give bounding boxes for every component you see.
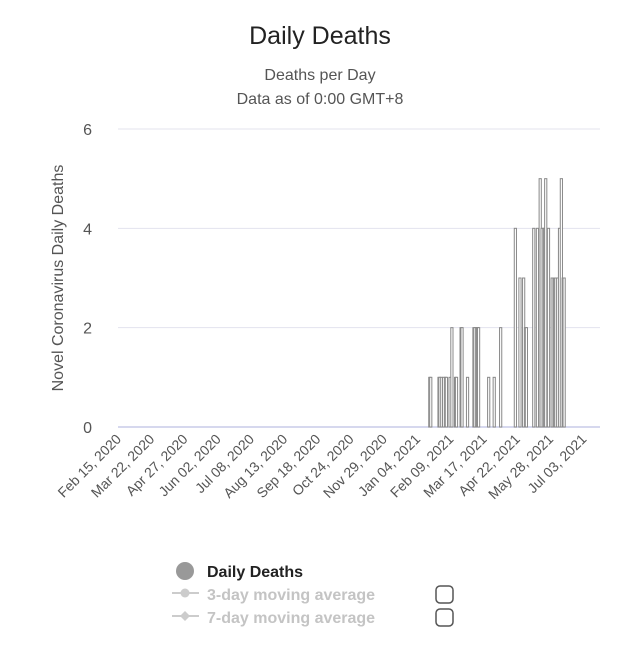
y-axis-ticks: 0 2 4 6 bbox=[83, 122, 92, 437]
legend-item[interactable]: 3-day moving average bbox=[172, 585, 454, 604]
bar[interactable] bbox=[532, 227, 536, 428]
y-tick-label: 4 bbox=[83, 221, 92, 238]
bar[interactable] bbox=[460, 327, 464, 428]
bar[interactable] bbox=[499, 327, 503, 428]
bar[interactable] bbox=[535, 227, 540, 428]
bar[interactable] bbox=[518, 277, 522, 428]
bar[interactable] bbox=[513, 227, 517, 428]
legend-label: Daily Deaths bbox=[207, 564, 303, 581]
legend-item[interactable]: 7-day moving average bbox=[172, 608, 454, 627]
bar[interactable] bbox=[429, 376, 433, 428]
legend-marker-dot bbox=[180, 588, 190, 598]
legend: Daily Deaths 3-day moving average 7-day mo… bbox=[172, 562, 454, 627]
y-axis-label: Novel Coronavirus Daily Deaths bbox=[50, 165, 67, 392]
bar[interactable] bbox=[562, 277, 566, 428]
bar[interactable] bbox=[546, 227, 551, 428]
chart-title: Daily Deaths bbox=[249, 22, 391, 50]
bar[interactable] bbox=[450, 327, 454, 428]
y-tick-label: 0 bbox=[83, 420, 92, 437]
legend-marker-diamond bbox=[180, 611, 190, 621]
bar[interactable] bbox=[444, 376, 448, 428]
y-tick-label: 2 bbox=[83, 321, 92, 338]
legend-checkbox[interactable] bbox=[435, 608, 454, 627]
bar[interactable] bbox=[454, 376, 459, 428]
bar[interactable] bbox=[524, 327, 529, 428]
bar[interactable] bbox=[465, 376, 470, 428]
chart-subtitle-line-2: Data as of 0:00 GMT+8 bbox=[237, 91, 404, 108]
chart-subtitle-line-1: Deaths per Day bbox=[264, 67, 375, 84]
legend-checkbox[interactable] bbox=[435, 585, 454, 604]
bar[interactable] bbox=[492, 376, 496, 428]
bars bbox=[428, 178, 566, 428]
bar[interactable] bbox=[487, 376, 491, 428]
legend-label: 7-day moving average bbox=[207, 610, 375, 627]
legend-marker-circle bbox=[176, 562, 194, 580]
legend-item[interactable]: Daily Deaths bbox=[176, 562, 303, 581]
bar[interactable] bbox=[476, 327, 481, 428]
bar[interactable] bbox=[544, 178, 548, 428]
legend-label: 3-day moving average bbox=[207, 587, 375, 604]
y-tick-label: 6 bbox=[83, 122, 92, 139]
